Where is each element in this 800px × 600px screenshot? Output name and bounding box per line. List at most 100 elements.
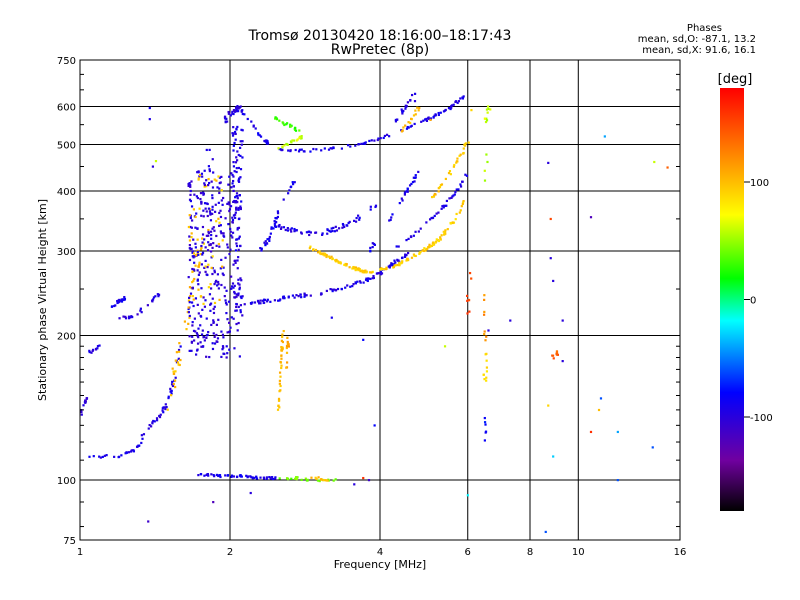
data-point bbox=[264, 243, 267, 247]
data-point bbox=[410, 93, 414, 97]
data-point bbox=[221, 345, 225, 348]
data-point bbox=[84, 401, 87, 404]
data-point bbox=[283, 123, 286, 127]
data-point bbox=[390, 262, 394, 266]
data-point bbox=[453, 193, 456, 196]
data-point bbox=[274, 476, 277, 479]
data-point bbox=[188, 335, 191, 338]
data-point bbox=[300, 148, 303, 151]
data-point bbox=[603, 135, 606, 138]
data-point bbox=[207, 263, 210, 266]
data-point bbox=[215, 340, 218, 343]
data-point bbox=[278, 406, 281, 409]
data-point bbox=[215, 333, 218, 337]
data-point bbox=[196, 269, 199, 272]
data-point bbox=[175, 351, 178, 354]
data-point bbox=[228, 112, 231, 115]
data-point bbox=[616, 430, 619, 434]
data-point bbox=[462, 199, 465, 203]
data-point bbox=[316, 479, 320, 482]
data-point bbox=[285, 361, 289, 364]
data-point bbox=[140, 441, 143, 445]
data-point bbox=[280, 346, 283, 349]
data-point bbox=[430, 216, 433, 220]
data-point bbox=[413, 92, 417, 95]
data-point bbox=[442, 206, 445, 209]
data-point bbox=[464, 173, 467, 176]
data-point bbox=[166, 408, 169, 411]
data-point bbox=[286, 336, 289, 339]
data-point bbox=[461, 97, 465, 100]
data-point bbox=[483, 294, 486, 297]
data-point bbox=[413, 180, 416, 183]
data-point bbox=[337, 227, 341, 230]
data-point bbox=[549, 217, 552, 221]
data-point bbox=[177, 348, 181, 352]
data-point bbox=[387, 265, 390, 268]
data-point bbox=[422, 119, 425, 122]
data-point bbox=[362, 476, 365, 480]
data-point bbox=[277, 299, 280, 302]
data-point bbox=[278, 382, 281, 385]
data-point bbox=[343, 263, 346, 267]
data-point bbox=[449, 222, 452, 225]
data-point bbox=[235, 110, 238, 113]
data-point bbox=[433, 114, 436, 117]
data-point bbox=[195, 353, 198, 356]
data-point bbox=[290, 185, 293, 188]
data-point bbox=[414, 109, 417, 112]
data-point bbox=[204, 207, 207, 210]
data-point bbox=[268, 235, 271, 239]
data-point bbox=[199, 248, 203, 251]
data-point bbox=[279, 389, 282, 392]
data-point bbox=[457, 188, 460, 191]
data-point bbox=[450, 196, 453, 199]
data-point bbox=[122, 298, 125, 302]
data-point bbox=[98, 455, 101, 458]
data-point bbox=[223, 294, 226, 298]
data-point bbox=[334, 259, 337, 262]
data-point bbox=[212, 311, 216, 315]
data-point bbox=[483, 439, 486, 442]
data-point bbox=[241, 295, 244, 298]
data-point bbox=[240, 143, 243, 146]
data-point bbox=[367, 479, 371, 482]
data-point bbox=[231, 182, 234, 185]
data-point bbox=[189, 247, 192, 251]
data-point bbox=[465, 174, 469, 177]
data-point bbox=[187, 276, 190, 279]
data-point bbox=[207, 228, 210, 232]
data-point bbox=[196, 333, 199, 336]
data-point bbox=[413, 254, 416, 257]
data-point bbox=[129, 450, 133, 453]
data-point bbox=[279, 298, 282, 301]
data-point bbox=[371, 277, 374, 280]
data-point bbox=[302, 150, 305, 153]
data-point bbox=[191, 219, 194, 222]
data-point bbox=[194, 297, 198, 300]
data-point bbox=[444, 229, 447, 232]
data-point bbox=[213, 301, 217, 305]
data-point bbox=[260, 249, 263, 252]
data-point bbox=[200, 244, 203, 248]
data-point bbox=[200, 263, 203, 266]
data-point bbox=[154, 295, 157, 298]
data-point bbox=[235, 302, 238, 306]
data-point bbox=[459, 153, 462, 156]
data-point bbox=[236, 228, 239, 231]
data-point bbox=[328, 256, 332, 260]
data-point bbox=[281, 335, 284, 339]
data-point bbox=[328, 255, 331, 258]
data-point bbox=[394, 261, 397, 264]
data-point bbox=[330, 316, 333, 319]
data-point bbox=[319, 251, 322, 255]
data-point bbox=[198, 271, 201, 274]
data-point bbox=[232, 214, 236, 217]
data-point bbox=[442, 230, 445, 233]
data-point bbox=[305, 231, 308, 234]
data-point bbox=[241, 109, 244, 112]
data-point bbox=[187, 322, 190, 325]
data-point bbox=[345, 263, 348, 266]
data-point bbox=[202, 302, 205, 305]
data-point bbox=[155, 419, 159, 422]
